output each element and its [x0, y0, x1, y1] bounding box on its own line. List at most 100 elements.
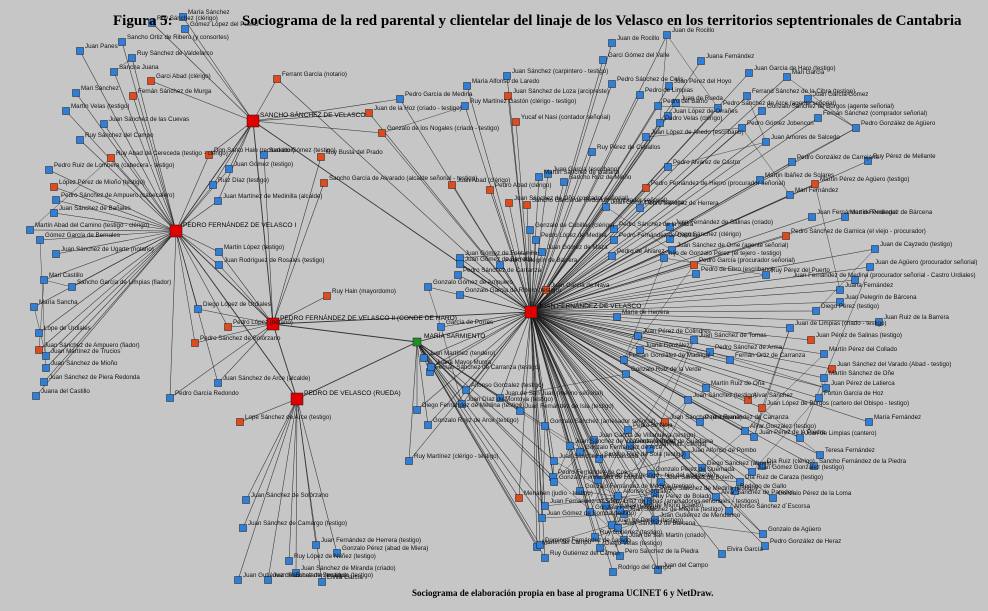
node-label-n50: Juan Sánchez (carpintero - testigo): [512, 68, 608, 75]
node-n206: [614, 492, 622, 500]
node-n46: [378, 129, 386, 137]
node-label-n156: Pedro Fernández de Hierro (procurador se…: [651, 180, 785, 187]
node-n91: [820, 374, 828, 382]
node-label-n78: Pedro Sánchez de Garnica (el viejo - pro…: [791, 228, 926, 235]
node-n130: [312, 541, 320, 549]
node-n71: [811, 180, 819, 188]
node-n23: [68, 283, 76, 291]
node-label-n157: Juan Gómez de Azcarraga: [611, 199, 685, 206]
node-label-n211: Juan Alfonso de Pombo: [691, 447, 757, 454]
node-label-n181: Juan Díaz de Montoya (testigo): [467, 396, 553, 403]
node-n34: [317, 153, 325, 161]
figure-number: Figura 5:: [113, 13, 173, 29]
node-n169: [656, 119, 664, 127]
node-label-n103: Juan Gómez González (testigo): [757, 464, 844, 471]
node-n78: [782, 232, 790, 240]
node-n176: [542, 286, 550, 294]
node-n150: [456, 291, 464, 299]
node-label-n26: Juan Sánchez de Ampuero (fiador): [44, 342, 140, 349]
node-n152: [666, 223, 674, 231]
node-n132: [333, 549, 341, 557]
node-label-n178: Pedro Pelegrín de Barrera: [505, 257, 578, 264]
node-n157: [602, 203, 610, 211]
node-label-n22: Mari Castillo: [49, 272, 84, 279]
node-label-n147: Pedro Abad (clérigo): [495, 182, 551, 189]
node-label-n85: Diego Pérez (testigo): [821, 303, 879, 310]
node-label-n206: Alfonso González: [623, 488, 672, 495]
node-label-n110: Pedro González de Heraz: [770, 538, 841, 545]
node-n3: [181, 25, 189, 33]
node-n155: [660, 254, 668, 262]
node-n92: [822, 384, 830, 392]
node-n90: [828, 365, 836, 373]
node-n136: [318, 578, 326, 586]
node-label-n112: Rodrigo del Campo: [618, 564, 672, 571]
node-n13: [76, 136, 84, 144]
node-n203: [616, 552, 624, 560]
node-n217: [702, 384, 710, 392]
node-n77: [841, 213, 849, 221]
node-label-n32: Don Santo Hain (recaudador): [214, 147, 295, 154]
node-n53: [608, 39, 616, 47]
node-n144: [523, 201, 531, 209]
node-n24: [30, 303, 38, 311]
node-label-n99: Juan López de Burgos (cartero del Obispo…: [767, 400, 909, 407]
node-label-n207: Diego Velas (testigo): [605, 540, 662, 547]
node-label-n111: Elvira García: [727, 546, 763, 553]
node-n116: [591, 533, 599, 541]
node-label-n145: Juan Sánchez de Oña (contador señorial): [514, 195, 629, 202]
node-n104: [736, 478, 744, 486]
node-n98: [744, 396, 752, 404]
node-label-n43: Pedro Sánchez de Solórzano: [200, 335, 281, 342]
node-n146: [448, 181, 456, 189]
node-label-n14: Ruy Abad de Cereceda (testigo - clérigo): [116, 150, 228, 157]
hub-label-h1: PEDRO FERNÁNDEZ DE VELASCO I: [183, 220, 296, 229]
node-label-n48: Pedro García de Medina: [405, 91, 473, 98]
node-label-n175: Juan Gómez de Maza: [547, 244, 608, 251]
node-n184: [541, 422, 549, 430]
node-label-n185: Juan García de Villanueva (testigo): [599, 432, 696, 439]
node-n115: [536, 541, 544, 549]
node-label-n109: Gonzalo de Agüero: [768, 526, 822, 533]
node-label-n23: Sancho García de Limpias (fiador): [77, 279, 171, 286]
node-label-n166: Pedro Sánchez de Celis: [617, 76, 683, 83]
node-label-n35: Juan Gómez (testigo): [234, 161, 293, 168]
node-n179: [454, 271, 462, 279]
node-label-n200: Juan Sánchez de Barcena: [623, 520, 696, 527]
node-label-n177: Gonzalo Gómez de Ampuero: [433, 279, 513, 286]
node-label-n219: Pedro Sánchez de Arma: [715, 344, 783, 351]
node-n105: [731, 487, 739, 495]
node-n106: [712, 493, 720, 501]
hub-h2: [246, 114, 260, 128]
node-label-n188: Gonzalo Fernández de Arce: [585, 444, 663, 451]
node-label-n133: Juan Sánchez de Miranda (criado): [301, 565, 396, 572]
node-label-n201: Juan Ortiz de Mioño (criado): [625, 502, 703, 509]
node-n47: [365, 109, 373, 117]
node-n208: [586, 508, 594, 516]
node-label-n143: Gonzalo Ruiz de la Verde: [631, 366, 702, 373]
node-n63: [804, 95, 812, 103]
node-n25: [35, 329, 43, 337]
node-n175: [538, 248, 546, 256]
node-label-n102: Día Ruiz (clérigo): [767, 458, 815, 465]
node-label-n40: Juan Rodríguez de Rosales (testigo): [224, 257, 324, 264]
node-label-n86: Juan Ruiz de la Barrera: [884, 314, 950, 321]
node-n205: [651, 516, 659, 524]
node-n36: [209, 181, 217, 189]
node-label-n132: Gonzalo Pérez (abad de Miera): [342, 545, 428, 552]
node-n151: [636, 204, 644, 212]
node-label-n83: Juana Fernández: [845, 282, 893, 289]
node-n133: [292, 569, 300, 577]
node-n41: [194, 305, 202, 313]
node-label-n60: Yucaf el Nasi (contador señorial): [521, 114, 610, 121]
node-n61: [743, 92, 751, 100]
node-label-n171: Juan García (escribano): [553, 166, 619, 173]
node-label-n170: Sancho Ruiz de Mioño: [569, 174, 632, 181]
node-label-n126: García de Porres: [446, 319, 493, 326]
node-label-n108: Alfonso Sánchez d´Escorsa: [734, 503, 811, 510]
node-label-n115: Domingo Fernández de Laredo: [545, 537, 631, 544]
node-n182: [496, 394, 504, 402]
node-label-n17: Pedro Sánchez de Ampuero (cabecalero): [61, 192, 175, 199]
node-label-n69: Ruy Pérez de Mellante: [873, 153, 936, 160]
